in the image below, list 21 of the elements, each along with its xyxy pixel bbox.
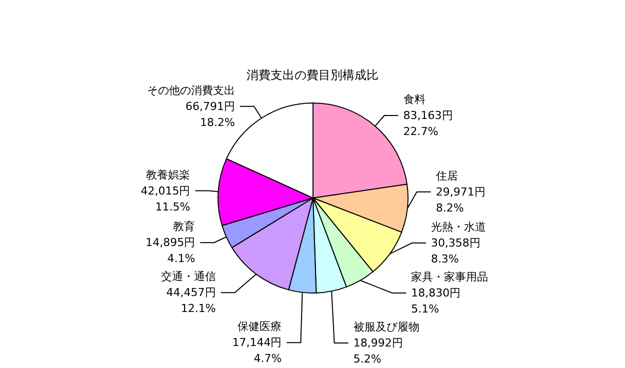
slice-label: 家具・家事用品 xyxy=(411,270,488,284)
data-label: 83,163円 22.7% xyxy=(403,109,453,138)
data-label: 14,895円 4.1% xyxy=(146,236,196,266)
slice-label: 教養娯楽 xyxy=(146,168,190,182)
data-label: 18,992円 5.2% xyxy=(353,336,403,366)
data-label: 30,358円 8.3% xyxy=(430,236,480,266)
data-label: 66,791円 18.2% xyxy=(185,100,235,129)
slice-label: 保健医療 xyxy=(238,320,282,334)
data-label: 17,144円 4.7% xyxy=(232,336,282,366)
data-label: 42,015円 11.5% xyxy=(140,184,190,214)
slice-label: その他の消費支出 xyxy=(146,84,235,97)
data-label: 44,457円 12.1% xyxy=(166,286,216,316)
slice-label: 被服及び履物 xyxy=(353,320,420,334)
slice-label: 交通・通信 xyxy=(160,270,216,284)
data-label: 29,971円 8.2% xyxy=(436,185,486,214)
slice-label: 教育 xyxy=(173,220,196,234)
chart-title: 消費支出の費目別構成比 xyxy=(246,68,378,82)
slice-label: 住居 xyxy=(436,169,458,182)
slice-label: 食料 xyxy=(403,93,426,106)
slice-label: 光熱・水道 xyxy=(430,220,486,234)
data-label: 18,830円 5.1% xyxy=(411,286,461,316)
